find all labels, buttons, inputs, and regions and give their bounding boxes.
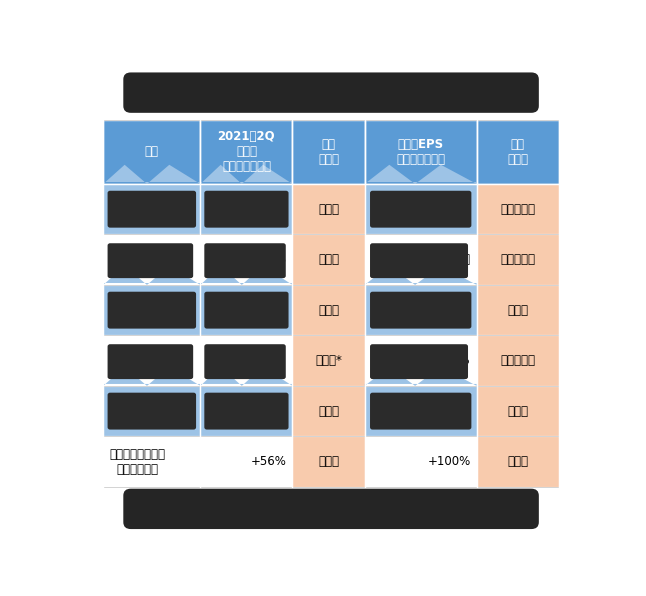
Text: +143%: +143% (243, 354, 286, 367)
Bar (293, 234, 365, 285)
FancyBboxPatch shape (370, 191, 472, 228)
Bar (477, 234, 559, 285)
Bar (200, 184, 293, 234)
Text: 銘柄: 銘柄 (145, 145, 159, 159)
Text: +122%: +122% (427, 354, 471, 367)
Bar (365, 386, 477, 436)
FancyBboxPatch shape (204, 344, 286, 379)
Text: 上振れ: 上振れ (318, 303, 339, 316)
Text: 市場
予想比: 市場 予想比 (507, 138, 528, 166)
FancyBboxPatch shape (123, 73, 539, 113)
Bar (293, 386, 365, 436)
Polygon shape (200, 164, 293, 184)
Bar (200, 285, 293, 336)
FancyBboxPatch shape (108, 243, 193, 278)
Text: 大幅上振れ: 大幅上振れ (500, 203, 536, 216)
Text: ズームインフォ・
テクノロジー: ズームインフォ・ テクノロジー (109, 448, 165, 476)
Text: 上振れ: 上振れ (318, 455, 339, 468)
FancyBboxPatch shape (108, 291, 196, 328)
Bar (103, 120, 200, 184)
Text: 上振れ: 上振れ (318, 203, 339, 216)
Bar (365, 120, 477, 184)
FancyBboxPatch shape (204, 291, 289, 328)
Text: 上振れ: 上振れ (507, 455, 528, 468)
Text: 大幅上振れ: 大幅上振れ (500, 354, 536, 367)
FancyBboxPatch shape (108, 191, 196, 228)
Polygon shape (103, 164, 200, 184)
Bar (477, 285, 559, 336)
Bar (293, 285, 365, 336)
Bar (365, 285, 477, 336)
Text: 下振れ*: 下振れ* (315, 354, 342, 367)
Polygon shape (365, 367, 477, 386)
Bar (365, 336, 477, 386)
Bar (365, 184, 477, 234)
Bar (200, 234, 293, 285)
Bar (365, 436, 477, 487)
Bar (293, 120, 365, 184)
Text: 上振れ: 上振れ (318, 253, 339, 266)
Bar (103, 436, 200, 487)
FancyBboxPatch shape (108, 344, 193, 379)
Polygon shape (103, 367, 200, 386)
Polygon shape (103, 266, 200, 285)
Bar (200, 436, 293, 487)
Text: +100%: +100% (428, 455, 471, 468)
Text: 2021年2Q
売上高
（前年同期比）: 2021年2Q 売上高 （前年同期比） (218, 131, 275, 173)
Text: 上振れ: 上振れ (507, 303, 528, 316)
Bar (477, 436, 559, 487)
Text: 大幅上振れ: 大幅上振れ (500, 253, 536, 266)
FancyBboxPatch shape (108, 393, 196, 430)
Text: 上振れ: 上振れ (507, 405, 528, 418)
Bar (477, 184, 559, 234)
Text: +81%: +81% (251, 253, 286, 266)
Polygon shape (200, 367, 293, 386)
Bar (477, 336, 559, 386)
Bar (103, 336, 200, 386)
FancyBboxPatch shape (204, 393, 289, 430)
Text: 市場
予想比: 市場 予想比 (318, 138, 339, 166)
Bar (200, 336, 293, 386)
Text: 調整後EPS
（前年同期比）: 調整後EPS （前年同期比） (396, 138, 445, 166)
FancyBboxPatch shape (370, 291, 472, 328)
FancyBboxPatch shape (370, 344, 468, 379)
FancyBboxPatch shape (123, 489, 539, 529)
Polygon shape (365, 164, 477, 184)
Text: 上振れ: 上振れ (318, 405, 339, 418)
Bar (103, 184, 200, 234)
Polygon shape (200, 266, 293, 285)
Bar (103, 386, 200, 436)
Bar (365, 234, 477, 285)
Bar (200, 120, 293, 184)
Text: ロク: ロク (109, 253, 123, 266)
Bar (293, 184, 365, 234)
Bar (103, 234, 200, 285)
FancyBboxPatch shape (370, 393, 472, 430)
FancyBboxPatch shape (370, 243, 468, 278)
Bar (477, 386, 559, 436)
Bar (200, 386, 293, 436)
Bar (477, 120, 559, 184)
Polygon shape (365, 266, 477, 285)
Bar (293, 436, 365, 487)
Bar (103, 285, 200, 336)
FancyBboxPatch shape (204, 243, 286, 278)
Bar (293, 336, 365, 386)
Text: プラス転換: プラス転換 (435, 253, 471, 266)
Text: スクエア: スクエア (109, 354, 138, 367)
Text: +56%: +56% (251, 455, 286, 468)
FancyBboxPatch shape (204, 191, 289, 228)
